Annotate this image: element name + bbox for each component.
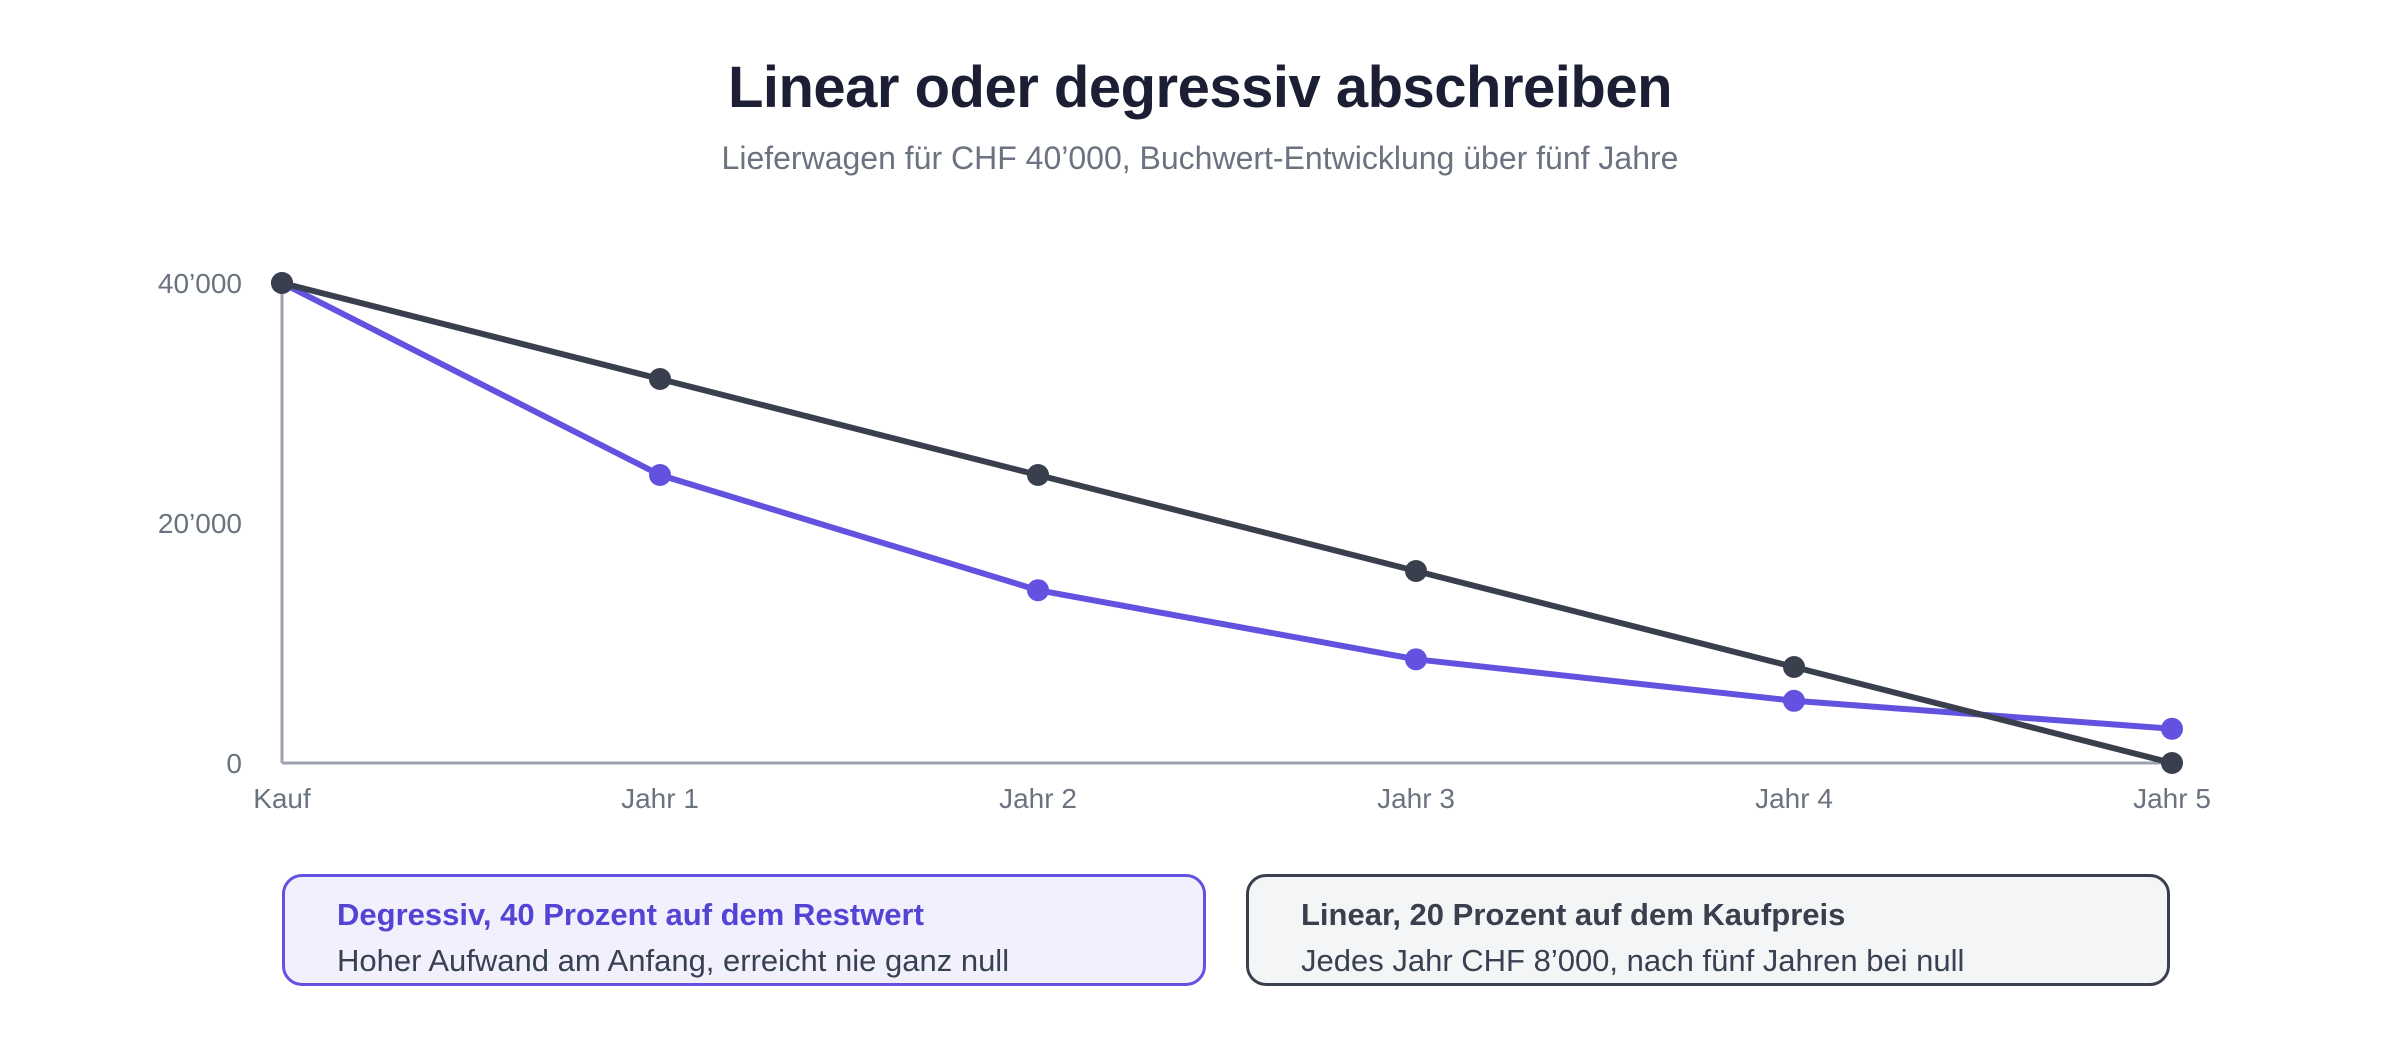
data-point-series-0-3 — [1405, 560, 1427, 582]
x-tick-label: Jahr 1 — [621, 783, 699, 814]
x-tick-label: Kauf — [253, 783, 311, 814]
legend-linear-description: Jedes Jahr CHF 8’000, nach fünf Jahren b… — [1301, 943, 1965, 978]
x-tick-label: Jahr 4 — [1755, 783, 1833, 814]
data-point-series-1-4 — [1783, 689, 1805, 712]
legend-degressive: Degressiv, 40 Prozent auf dem Restwert H… — [282, 874, 1206, 986]
series-line-0 — [279, 280, 2175, 766]
legend-linear: Linear, 20 Prozent auf dem Kaufpreis Jed… — [1246, 874, 2170, 986]
data-point-series-0-0 — [271, 272, 293, 294]
y-tick-label: 0 — [226, 748, 242, 779]
series-lines — [279, 280, 2175, 766]
legend-degressive-title: Degressiv, 40 Prozent auf dem Restwert — [337, 897, 924, 932]
x-tick-label: Jahr 5 — [2133, 783, 2211, 814]
legend-linear-title: Linear, 20 Prozent auf dem Kaufpreis — [1301, 897, 1846, 932]
x-tick-label: Jahr 3 — [1377, 783, 1455, 814]
data-point-series-1-3 — [1405, 648, 1427, 671]
data-point-series-0-4 — [1783, 656, 1805, 678]
tick-labels: 0 20’000 40’000 Kauf Jahr 1 Jahr 2 Jahr 3 Jahr … — [158, 268, 2211, 814]
chart-title: Linear oder degressiv abschreiben — [727, 55, 1673, 120]
data-point-series-1-5 — [2161, 717, 2183, 740]
chart-axes — [280, 281, 2172, 765]
y-tick-label: 40’000 — [158, 268, 242, 299]
series-points — [271, 272, 2183, 774]
x-tick-label: Jahr 2 — [999, 783, 1077, 814]
data-point-series-0-1 — [649, 368, 671, 390]
y-tick-label: 20’000 — [158, 508, 242, 539]
chart-subtitle: Lieferwagen für CHF 40’000, Buchwert-Ent… — [721, 140, 1679, 176]
series-line-1 — [279, 280, 2175, 732]
legend-degressive-description: Hoher Aufwand am Anfang, erreicht nie ga… — [337, 943, 1010, 978]
data-point-series-0-2 — [1027, 464, 1049, 486]
line-chart: 0 20’000 40’000 Kauf Jahr 1 Jahr 2 Jahr 3 Jahr … — [158, 268, 2211, 814]
data-point-series-1-2 — [1027, 579, 1049, 602]
data-point-series-0-5 — [2161, 752, 2183, 774]
data-point-series-1-1 — [649, 464, 671, 486]
